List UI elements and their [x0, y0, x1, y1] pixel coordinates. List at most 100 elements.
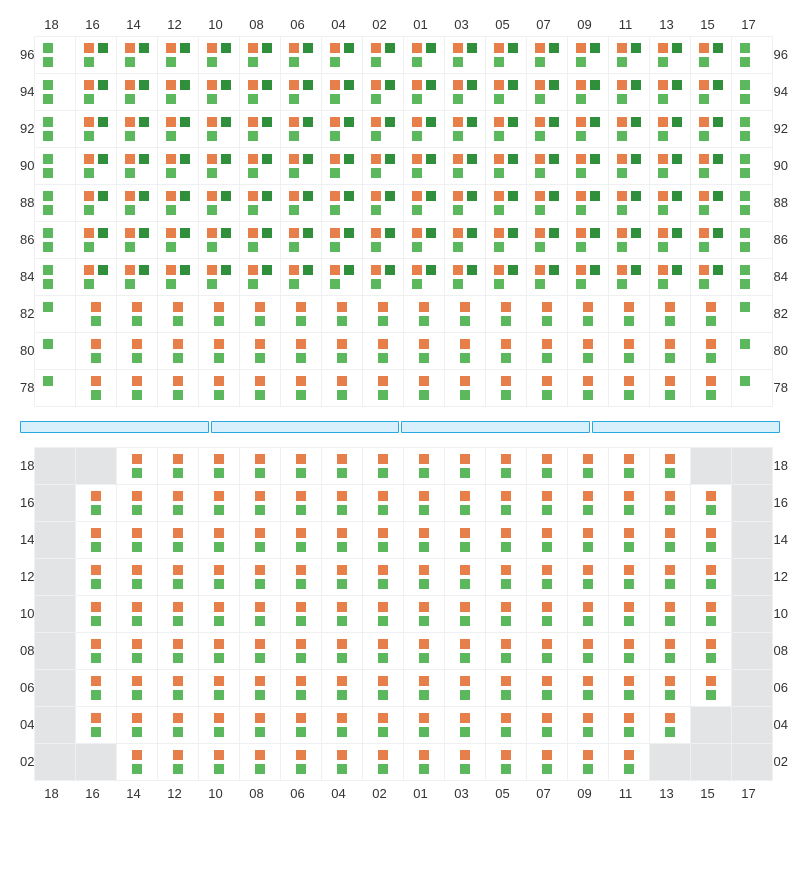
- seat[interactable]: [583, 764, 593, 774]
- cell[interactable]: [609, 370, 649, 406]
- seat[interactable]: [248, 43, 258, 53]
- seat[interactable]: [337, 616, 347, 626]
- seat[interactable]: [344, 228, 354, 238]
- seat[interactable]: [330, 43, 340, 53]
- cell[interactable]: [199, 522, 239, 558]
- seat[interactable]: [672, 154, 682, 164]
- seat[interactable]: [494, 168, 504, 178]
- seat[interactable]: [207, 168, 217, 178]
- cell[interactable]: [76, 559, 116, 595]
- cell[interactable]: [322, 559, 362, 595]
- cell[interactable]: [35, 633, 75, 669]
- seat[interactable]: [296, 690, 306, 700]
- cell[interactable]: [322, 222, 362, 258]
- seat[interactable]: [631, 154, 641, 164]
- seat[interactable]: [419, 713, 429, 723]
- seat[interactable]: [125, 205, 135, 215]
- seat[interactable]: [617, 57, 627, 67]
- cell[interactable]: [691, 559, 731, 595]
- seat[interactable]: [665, 528, 675, 538]
- seat[interactable]: [43, 80, 53, 90]
- cell[interactable]: [486, 670, 526, 706]
- seat[interactable]: [139, 228, 149, 238]
- seat[interactable]: [91, 316, 101, 326]
- seat[interactable]: [631, 191, 641, 201]
- seat[interactable]: [494, 57, 504, 67]
- cell[interactable]: [609, 111, 649, 147]
- seat[interactable]: [535, 43, 545, 53]
- cell[interactable]: [445, 448, 485, 484]
- cell[interactable]: [486, 333, 526, 369]
- seat[interactable]: [139, 265, 149, 275]
- seat[interactable]: [699, 57, 709, 67]
- seat[interactable]: [460, 676, 470, 686]
- cell[interactable]: [35, 707, 75, 743]
- seat[interactable]: [665, 713, 675, 723]
- seat[interactable]: [706, 676, 716, 686]
- seat[interactable]: [214, 713, 224, 723]
- seat[interactable]: [289, 80, 299, 90]
- seat[interactable]: [337, 653, 347, 663]
- cell[interactable]: [35, 559, 75, 595]
- seat[interactable]: [590, 154, 600, 164]
- seat[interactable]: [132, 528, 142, 538]
- seat[interactable]: [91, 727, 101, 737]
- seat[interactable]: [43, 339, 53, 349]
- seat[interactable]: [262, 117, 272, 127]
- seat[interactable]: [542, 454, 552, 464]
- seat[interactable]: [665, 339, 675, 349]
- seat[interactable]: [535, 242, 545, 252]
- cell[interactable]: [445, 522, 485, 558]
- seat[interactable]: [535, 154, 545, 164]
- seat[interactable]: [665, 639, 675, 649]
- seat[interactable]: [501, 764, 511, 774]
- seat[interactable]: [412, 205, 422, 215]
- seat[interactable]: [132, 616, 142, 626]
- seat[interactable]: [248, 191, 258, 201]
- cell[interactable]: [35, 185, 75, 221]
- seat[interactable]: [460, 616, 470, 626]
- seat[interactable]: [337, 454, 347, 464]
- seat[interactable]: [337, 764, 347, 774]
- seat[interactable]: [98, 265, 108, 275]
- seat[interactable]: [494, 131, 504, 141]
- cell[interactable]: [76, 37, 116, 73]
- seat[interactable]: [289, 228, 299, 238]
- seat[interactable]: [84, 80, 94, 90]
- cell[interactable]: [281, 559, 321, 595]
- seat[interactable]: [583, 302, 593, 312]
- seat[interactable]: [501, 353, 511, 363]
- seat[interactable]: [501, 639, 511, 649]
- seat[interactable]: [330, 131, 340, 141]
- seat[interactable]: [98, 43, 108, 53]
- seat[interactable]: [460, 376, 470, 386]
- seat[interactable]: [740, 265, 750, 275]
- seat[interactable]: [542, 468, 552, 478]
- seat[interactable]: [132, 579, 142, 589]
- seat[interactable]: [658, 57, 668, 67]
- cell[interactable]: [322, 74, 362, 110]
- seat[interactable]: [576, 94, 586, 104]
- seat[interactable]: [624, 616, 634, 626]
- seat[interactable]: [576, 117, 586, 127]
- seat[interactable]: [173, 316, 183, 326]
- cell[interactable]: [117, 559, 157, 595]
- seat[interactable]: [535, 279, 545, 289]
- seat[interactable]: [139, 43, 149, 53]
- cell[interactable]: [158, 333, 198, 369]
- seat[interactable]: [699, 80, 709, 90]
- seat[interactable]: [296, 528, 306, 538]
- cell[interactable]: [650, 37, 690, 73]
- cell[interactable]: [322, 670, 362, 706]
- seat[interactable]: [207, 242, 217, 252]
- seat[interactable]: [125, 265, 135, 275]
- cell[interactable]: [404, 37, 444, 73]
- cell[interactable]: [527, 148, 567, 184]
- cell[interactable]: [363, 370, 403, 406]
- seat[interactable]: [542, 616, 552, 626]
- seat[interactable]: [419, 505, 429, 515]
- seat[interactable]: [214, 676, 224, 686]
- seat[interactable]: [453, 80, 463, 90]
- seat[interactable]: [706, 653, 716, 663]
- cell[interactable]: [363, 596, 403, 632]
